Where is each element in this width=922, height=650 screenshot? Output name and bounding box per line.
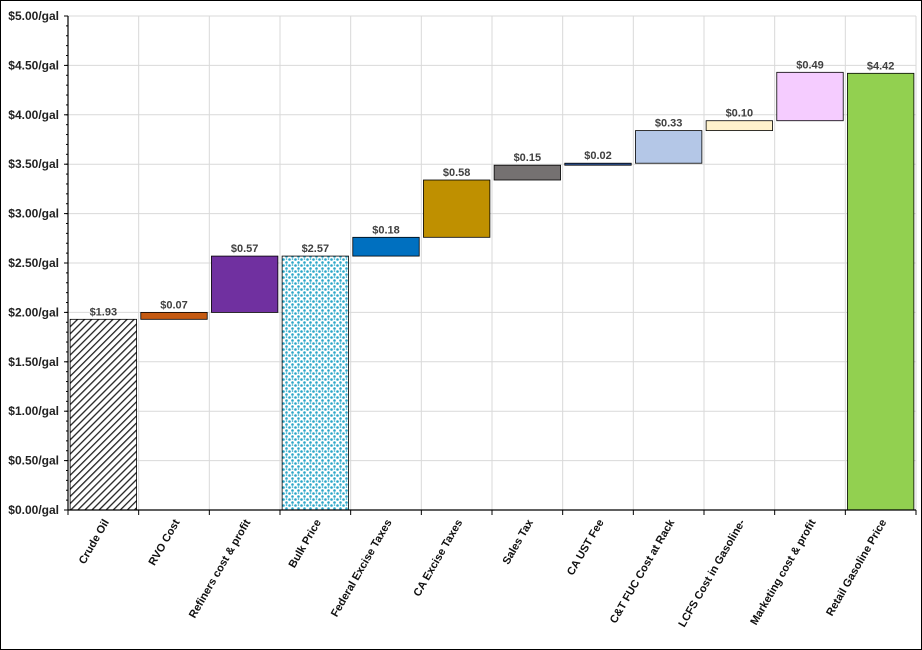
data-label: $0.18 xyxy=(372,224,400,236)
x-tick-label: RVO Cost xyxy=(147,517,183,568)
data-label: $1.93 xyxy=(90,306,118,318)
data-label: $0.49 xyxy=(796,59,824,71)
bar-ca-excise-taxes xyxy=(423,179,491,238)
data-label: $0.02 xyxy=(584,150,612,162)
bar-retail-gasoline-price xyxy=(847,72,915,511)
bar-refiners-cost-profit xyxy=(211,255,279,313)
y-tick-label: $3.50/gal xyxy=(8,157,59,171)
bar-c-t-fuc-cost-at-rack xyxy=(635,130,703,164)
x-tick-label: Federal Excise Taxes xyxy=(329,518,395,620)
bar-federal-excise-taxes xyxy=(352,236,420,257)
data-label: $0.33 xyxy=(655,118,683,130)
x-tick-label: Sales Tax xyxy=(501,517,537,567)
x-tick-label: CA Excise Taxes xyxy=(411,518,465,599)
y-tick-label: $4.50/gal xyxy=(8,58,59,72)
data-label: $0.58 xyxy=(443,167,471,179)
y-tick-label: $1.50/gal xyxy=(8,355,59,369)
data-label: $0.07 xyxy=(160,299,188,311)
y-tick-label: $2.00/gal xyxy=(8,305,59,319)
bar-crude-oil xyxy=(69,318,137,511)
y-tick-label: $4.00/gal xyxy=(8,108,59,122)
data-label: $0.15 xyxy=(514,152,542,164)
y-tick-label: $3.00/gal xyxy=(8,207,59,221)
y-tick-label: $5.00/gal xyxy=(8,9,59,23)
y-tick-label: $1.00/gal xyxy=(8,404,59,418)
x-tick-label: Bulk Price xyxy=(287,518,324,571)
bars xyxy=(69,71,915,511)
data-label: $0.57 xyxy=(231,243,259,255)
x-tick-label: Crude Oil xyxy=(77,518,112,567)
bar-lcfs-cost-in-gasoline xyxy=(705,120,773,132)
x-tick-label: Retail Gasoline Price xyxy=(824,518,889,619)
y-tick-label: $2.50/gal xyxy=(8,256,59,270)
bar-sales-tax xyxy=(493,164,561,181)
data-label: $2.57 xyxy=(302,243,330,255)
x-tick-label: LCFS Cost in Gasoline- xyxy=(676,517,748,629)
axes xyxy=(64,15,917,515)
data-label: $4.42 xyxy=(867,60,895,72)
bar-rvo-cost xyxy=(140,311,208,320)
y-tick-label: $0.50/gal xyxy=(8,454,59,468)
bar-bulk-price xyxy=(281,255,349,511)
bar-marketing-cost-profit xyxy=(776,71,844,122)
bar-ca-ust-fee xyxy=(564,162,632,166)
x-tick-label: Marketing cost & profit xyxy=(748,517,818,627)
x-tick-label: Refiners cost & profit xyxy=(187,517,253,620)
x-tick-label: C&T FUC Cost at Rack xyxy=(608,517,678,626)
x-tick-label: CA UST Fee xyxy=(565,518,607,578)
data-label: $0.10 xyxy=(726,108,754,120)
y-tick-label: $0.00/gal xyxy=(8,503,59,517)
